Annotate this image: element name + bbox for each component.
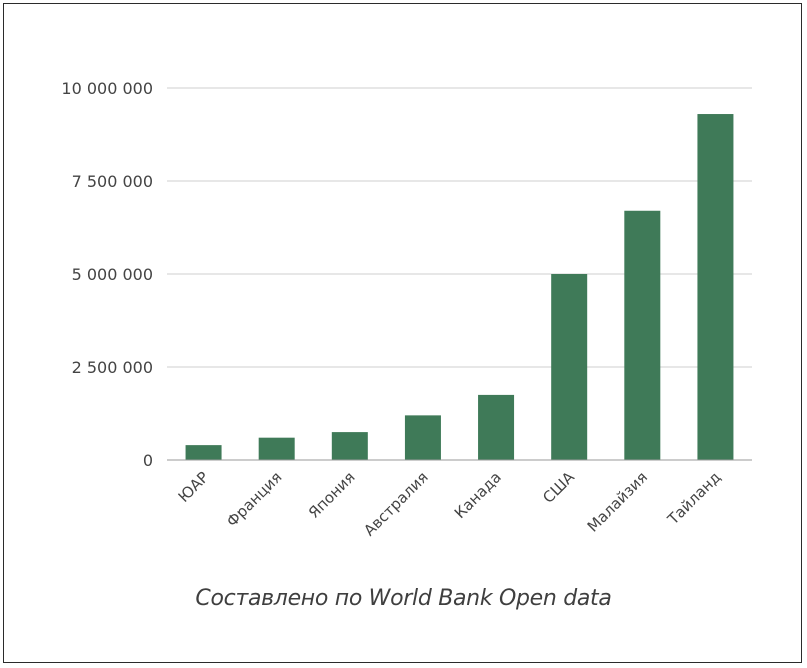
y-axis-ticks: 0 2 500 000 5 000 000 7 500 000 10 000 000 (61, 79, 153, 470)
x-tick-label: ЮАР (175, 468, 213, 506)
bar-6 (551, 274, 588, 460)
x-tick-label: Тайланд (663, 468, 724, 529)
y-tick-label: 10 000 000 (61, 79, 153, 98)
y-tick-label: 5 000 000 (72, 265, 153, 284)
bar-8 (697, 114, 734, 460)
x-tick-label: Канада (451, 468, 505, 522)
x-tick-label: Австралия (360, 468, 432, 540)
x-tick-label: Франция (223, 468, 286, 531)
x-axis-labels: ЮАР Франция Япония Австралия Канада США Малайз… (175, 468, 725, 540)
bar-5 (478, 394, 515, 460)
gridlines (167, 87, 752, 368)
bar-7 (624, 210, 661, 460)
bar-1 (185, 445, 222, 460)
bars (185, 114, 734, 460)
bar-4 (404, 415, 441, 460)
y-tick-label: 7 500 000 (72, 172, 153, 191)
x-tick-label: США (539, 468, 578, 507)
source-note: Составлено по World Bank Open data (195, 586, 612, 611)
y-tick-label: 0 (143, 451, 153, 470)
chart-frame (3, 3, 802, 663)
bar-3 (331, 432, 368, 460)
x-tick-label: Малайзия (584, 468, 651, 535)
y-tick-label: 2 500 000 (72, 358, 153, 377)
x-tick-label: Япония (305, 468, 359, 522)
bar-2 (258, 437, 295, 460)
